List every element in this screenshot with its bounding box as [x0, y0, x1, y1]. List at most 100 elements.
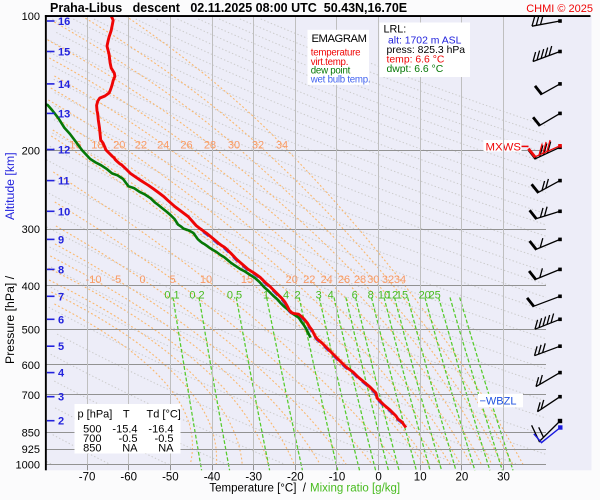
svg-text:4: 4: [328, 289, 334, 301]
svg-text:NA: NA: [122, 442, 138, 454]
svg-text:32: 32: [382, 274, 394, 286]
svg-text:-16.4: -16.4: [148, 423, 173, 435]
svg-text:15: 15: [241, 274, 253, 286]
svg-text:LRL:: LRL:: [384, 23, 407, 35]
svg-text:11: 11: [58, 176, 70, 188]
svg-text:-20: -20: [287, 472, 304, 484]
svg-text:-60: -60: [120, 472, 137, 484]
svg-text:300: 300: [22, 224, 40, 236]
svg-text:600: 600: [22, 360, 40, 372]
svg-text:30: 30: [367, 274, 379, 286]
svg-text:500: 500: [83, 423, 101, 435]
svg-text:2: 2: [294, 289, 300, 301]
svg-text:temp: 6.6 °C: temp: 6.6 °C: [387, 54, 445, 65]
svg-text:15: 15: [58, 47, 70, 59]
svg-text:-70: -70: [79, 472, 96, 484]
svg-text:925: 925: [22, 444, 40, 456]
svg-text:6: 6: [352, 289, 358, 301]
svg-text:22: 22: [303, 274, 315, 286]
svg-text:25: 25: [429, 289, 441, 301]
svg-text:8: 8: [58, 264, 64, 276]
svg-text:30: 30: [228, 140, 240, 152]
svg-text:0.5: 0.5: [227, 289, 242, 301]
svg-text:850: 850: [22, 428, 40, 440]
svg-text:CHMI © 2025: CHMI © 2025: [526, 3, 593, 15]
svg-text:Altitude [km]: Altitude [km]: [3, 152, 17, 220]
svg-text:EMAGRAM: EMAGRAM: [312, 33, 367, 45]
svg-text:1: 1: [263, 289, 269, 301]
svg-text:-50: -50: [162, 472, 179, 484]
svg-text:100: 100: [22, 11, 40, 23]
svg-text:3: 3: [58, 392, 64, 404]
svg-text:5: 5: [169, 274, 175, 286]
svg-text:2: 2: [58, 416, 64, 428]
svg-text:wet bulb temp.: wet bulb temp.: [310, 74, 371, 85]
svg-text:13: 13: [58, 108, 70, 120]
svg-text:34: 34: [276, 140, 288, 152]
svg-text:400: 400: [22, 281, 40, 293]
svg-text:20: 20: [113, 140, 125, 152]
svg-text:3: 3: [316, 289, 322, 301]
svg-text:-15.4: -15.4: [112, 423, 137, 435]
svg-text:32: 32: [252, 140, 264, 152]
svg-text:20: 20: [419, 289, 431, 301]
svg-text:4: 4: [58, 368, 65, 380]
svg-text:10: 10: [414, 472, 427, 484]
svg-text:-40: -40: [204, 472, 221, 484]
svg-text:700: 700: [22, 390, 40, 402]
svg-text:18: 18: [91, 140, 103, 152]
svg-text:26: 26: [338, 274, 350, 286]
svg-text:-30: -30: [245, 472, 262, 484]
svg-text:700: 700: [83, 433, 101, 445]
svg-text:virt.temp.: virt.temp.: [311, 57, 348, 68]
svg-text:7: 7: [58, 291, 64, 303]
svg-text:Temperature [°C] /: Temperature [°C] /: [209, 483, 306, 495]
svg-text:4: 4: [283, 289, 289, 301]
svg-text:20: 20: [286, 274, 298, 286]
svg-text:NA: NA: [158, 442, 174, 454]
svg-text:-0.5: -0.5: [119, 433, 138, 445]
svg-text:-5: -5: [111, 274, 121, 286]
svg-text:8: 8: [368, 289, 374, 301]
svg-text:dwpt: 6.6 °C: dwpt: 6.6 °C: [387, 64, 444, 75]
svg-text:26: 26: [180, 140, 192, 152]
svg-text:0.1: 0.1: [164, 289, 179, 301]
svg-text:10: 10: [200, 274, 212, 286]
svg-text:9: 9: [58, 234, 64, 246]
svg-text:12: 12: [58, 145, 70, 157]
svg-text:press: 825.3 hPa: press: 825.3 hPa: [387, 45, 466, 56]
svg-text:28: 28: [204, 140, 216, 152]
svg-text:Td [°C]: Td [°C]: [147, 409, 181, 421]
svg-text:15: 15: [396, 289, 408, 301]
svg-text:temperature: temperature: [311, 48, 360, 59]
svg-text:0.2: 0.2: [189, 289, 204, 301]
svg-text:500: 500: [22, 324, 40, 336]
svg-text:10: 10: [58, 206, 70, 218]
svg-text:10: 10: [378, 289, 390, 301]
svg-text:850: 850: [83, 442, 101, 454]
svg-text:30: 30: [497, 472, 510, 484]
svg-text:Praha-Libus descent 02.11.: Praha-Libus descent 02.11.2025 08:00 UTC…: [50, 1, 407, 15]
svg-text:200: 200: [22, 146, 40, 158]
svg-text:T: T: [123, 409, 130, 421]
svg-text:0: 0: [140, 274, 146, 286]
svg-text:0: 0: [375, 472, 381, 484]
svg-text:dew point: dew point: [311, 66, 351, 77]
svg-text:20: 20: [456, 472, 469, 484]
svg-text:Pressure [hPa] /: Pressure [hPa] /: [3, 275, 17, 364]
svg-text:6: 6: [58, 314, 64, 326]
svg-text:24: 24: [157, 140, 169, 152]
svg-text:1000: 1000: [16, 459, 40, 471]
svg-text:p [hPa]: p [hPa]: [78, 409, 113, 421]
svg-text:-10: -10: [329, 472, 346, 484]
svg-text:22: 22: [135, 140, 147, 152]
svg-text:−WBZL: −WBZL: [480, 396, 517, 408]
svg-text:24: 24: [321, 274, 333, 286]
svg-text:16: 16: [58, 16, 70, 28]
svg-text:16: 16: [69, 140, 81, 152]
svg-text:28: 28: [354, 274, 366, 286]
svg-text:5: 5: [58, 341, 64, 353]
svg-text:12: 12: [386, 289, 398, 301]
svg-text:-0.5: -0.5: [155, 433, 174, 445]
svg-text:34: 34: [394, 274, 406, 286]
